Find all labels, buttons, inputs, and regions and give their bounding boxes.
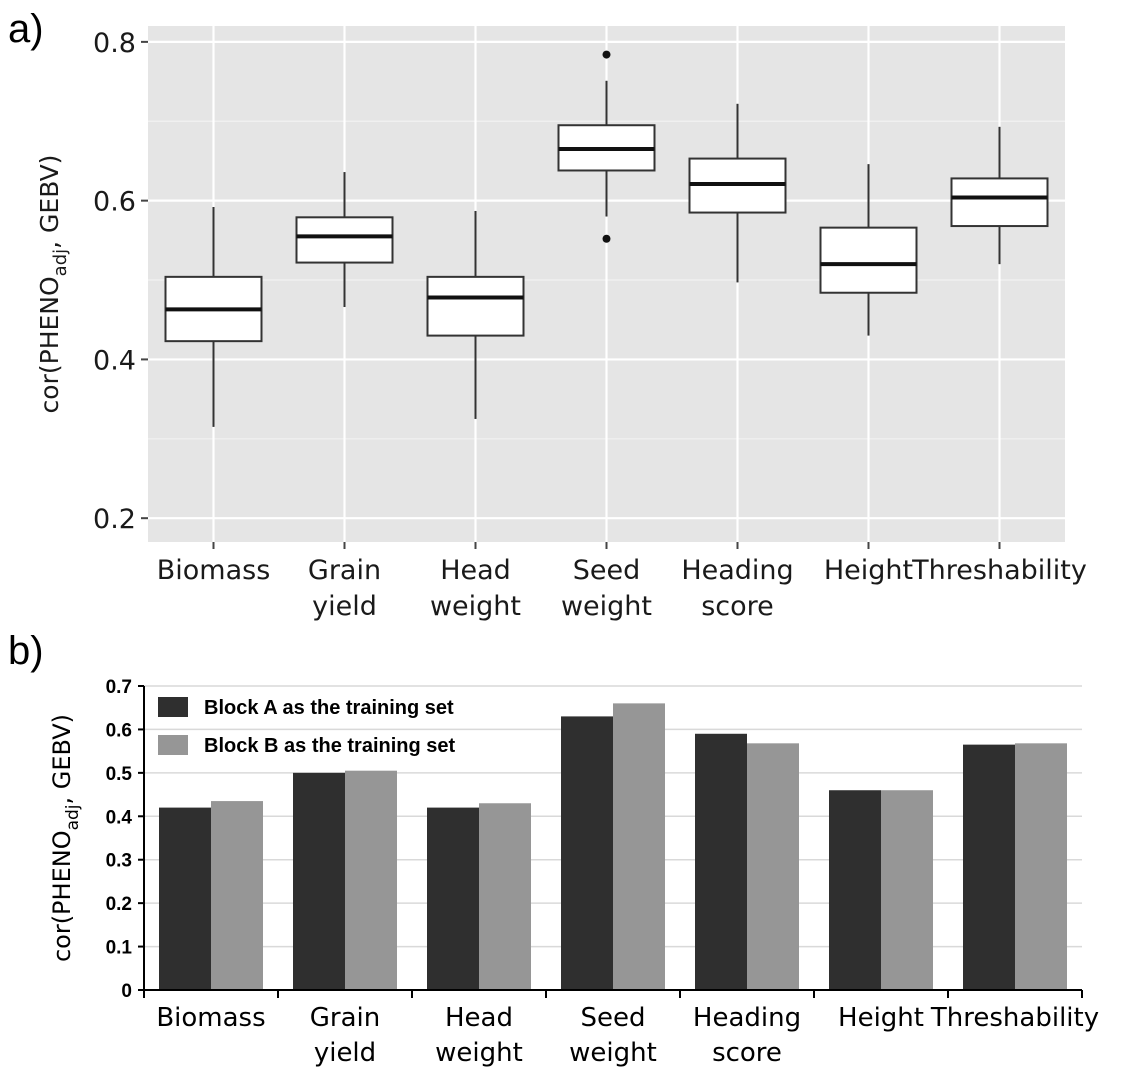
panel-a-y-axis-title: cor(PHENOadj, GEBV) (35, 155, 71, 414)
x-tick-label: Grain yield (310, 1003, 380, 1067)
box-1 (164, 206, 263, 427)
panel-b: b) 0 0.1 0.2 0.3 0.4 0.5 0.6 0.7 Biomass Grain yi… (8, 629, 1099, 1067)
panel-b-label: b) (8, 629, 44, 673)
y-tick-label: 0.7 (106, 677, 132, 698)
x-tick-label: Biomass (157, 555, 271, 586)
bar-block-b (345, 770, 397, 990)
iqr-box (295, 216, 394, 264)
legend-swatch (158, 735, 188, 755)
bar-block-a (427, 807, 479, 990)
x-tick-label: Threshability (911, 555, 1087, 586)
y-tick-label: 0.2 (93, 504, 136, 535)
bar-block-a (293, 772, 345, 990)
bar-block-b (1015, 743, 1067, 990)
outlier-point (602, 50, 611, 59)
legend-label: Block B as the training set (204, 735, 456, 757)
panel-b-legend: Block A as the training set Block B as th… (158, 697, 456, 757)
bar-block-a (829, 790, 881, 990)
box-4 (557, 50, 656, 243)
iqr-box (950, 177, 1049, 228)
y-tick-label: 0.6 (106, 720, 132, 741)
panel-b-x-axis: Biomass Grain yield Head weight Seed weight Hea… (156, 1003, 1099, 1067)
y-tick-label: 0.5 (106, 764, 133, 785)
x-tick-label: Seed weight (561, 555, 652, 622)
box-3 (426, 210, 525, 419)
box-6 (819, 164, 918, 336)
bar-block-b (747, 743, 799, 990)
box-5 (688, 103, 787, 283)
x-tick-label: Threshability (930, 1003, 1099, 1033)
iqr-box (426, 275, 525, 337)
x-tick-label: Heading score (693, 1003, 801, 1067)
x-tick-label: Biomass (156, 1003, 265, 1033)
outlier-point (602, 234, 611, 243)
bar-block-b (881, 790, 933, 990)
bar-block-a (695, 733, 747, 990)
panel-a: a) 0.2 0.4 0.6 0.8 Biomass Grain yield Head wei… (8, 7, 1087, 622)
x-tick-label: Head weight (430, 555, 521, 622)
bar-block-b (479, 803, 531, 990)
x-tick-label: Heading score (681, 555, 793, 622)
iqr-box (819, 226, 918, 294)
x-tick-label: Height (838, 1003, 924, 1033)
x-tick-label: Grain yield (308, 555, 381, 622)
y-tick-label: 0.4 (93, 345, 136, 376)
x-tick-label: Head weight (435, 1003, 523, 1067)
y-tick-label: 0.2 (106, 894, 132, 915)
panel-b-y-axis-title: cor(PHENOadj, GEBV) (48, 714, 83, 962)
panel-a-x-axis: Biomass Grain yield Head weight Seed weight Hea… (157, 542, 1087, 622)
y-tick-label: 0.4 (106, 807, 133, 828)
panel-b-bars (159, 703, 1067, 990)
x-tick-label: Seed weight (569, 1003, 657, 1067)
bar-block-b (211, 801, 263, 990)
bar-block-a (963, 744, 1015, 990)
y-tick-label: 0.3 (106, 851, 132, 872)
box-7 (950, 126, 1049, 265)
y-tick-label: 0.6 (93, 187, 136, 218)
panel-b-axes (143, 686, 1083, 998)
y-tick-label: 0.8 (93, 28, 136, 59)
x-tick-label: Height (824, 555, 913, 586)
box-2 (295, 172, 394, 308)
panel-a-y-axis: 0.2 0.4 0.6 0.8 (93, 28, 148, 535)
panel-a-label: a) (8, 7, 44, 51)
y-tick-label: 0 (121, 981, 132, 1002)
legend-label: Block A as the training set (204, 697, 454, 719)
bar-block-a (561, 716, 613, 990)
y-tick-label: 0.1 (106, 938, 133, 959)
panel-a-boxes (164, 50, 1049, 427)
bar-block-b (613, 703, 665, 990)
panel-b-y-axis: 0 0.1 0.2 0.3 0.4 0.5 0.6 0.7 (106, 677, 144, 1002)
bar-block-a (159, 807, 211, 990)
legend-swatch (158, 697, 188, 717)
